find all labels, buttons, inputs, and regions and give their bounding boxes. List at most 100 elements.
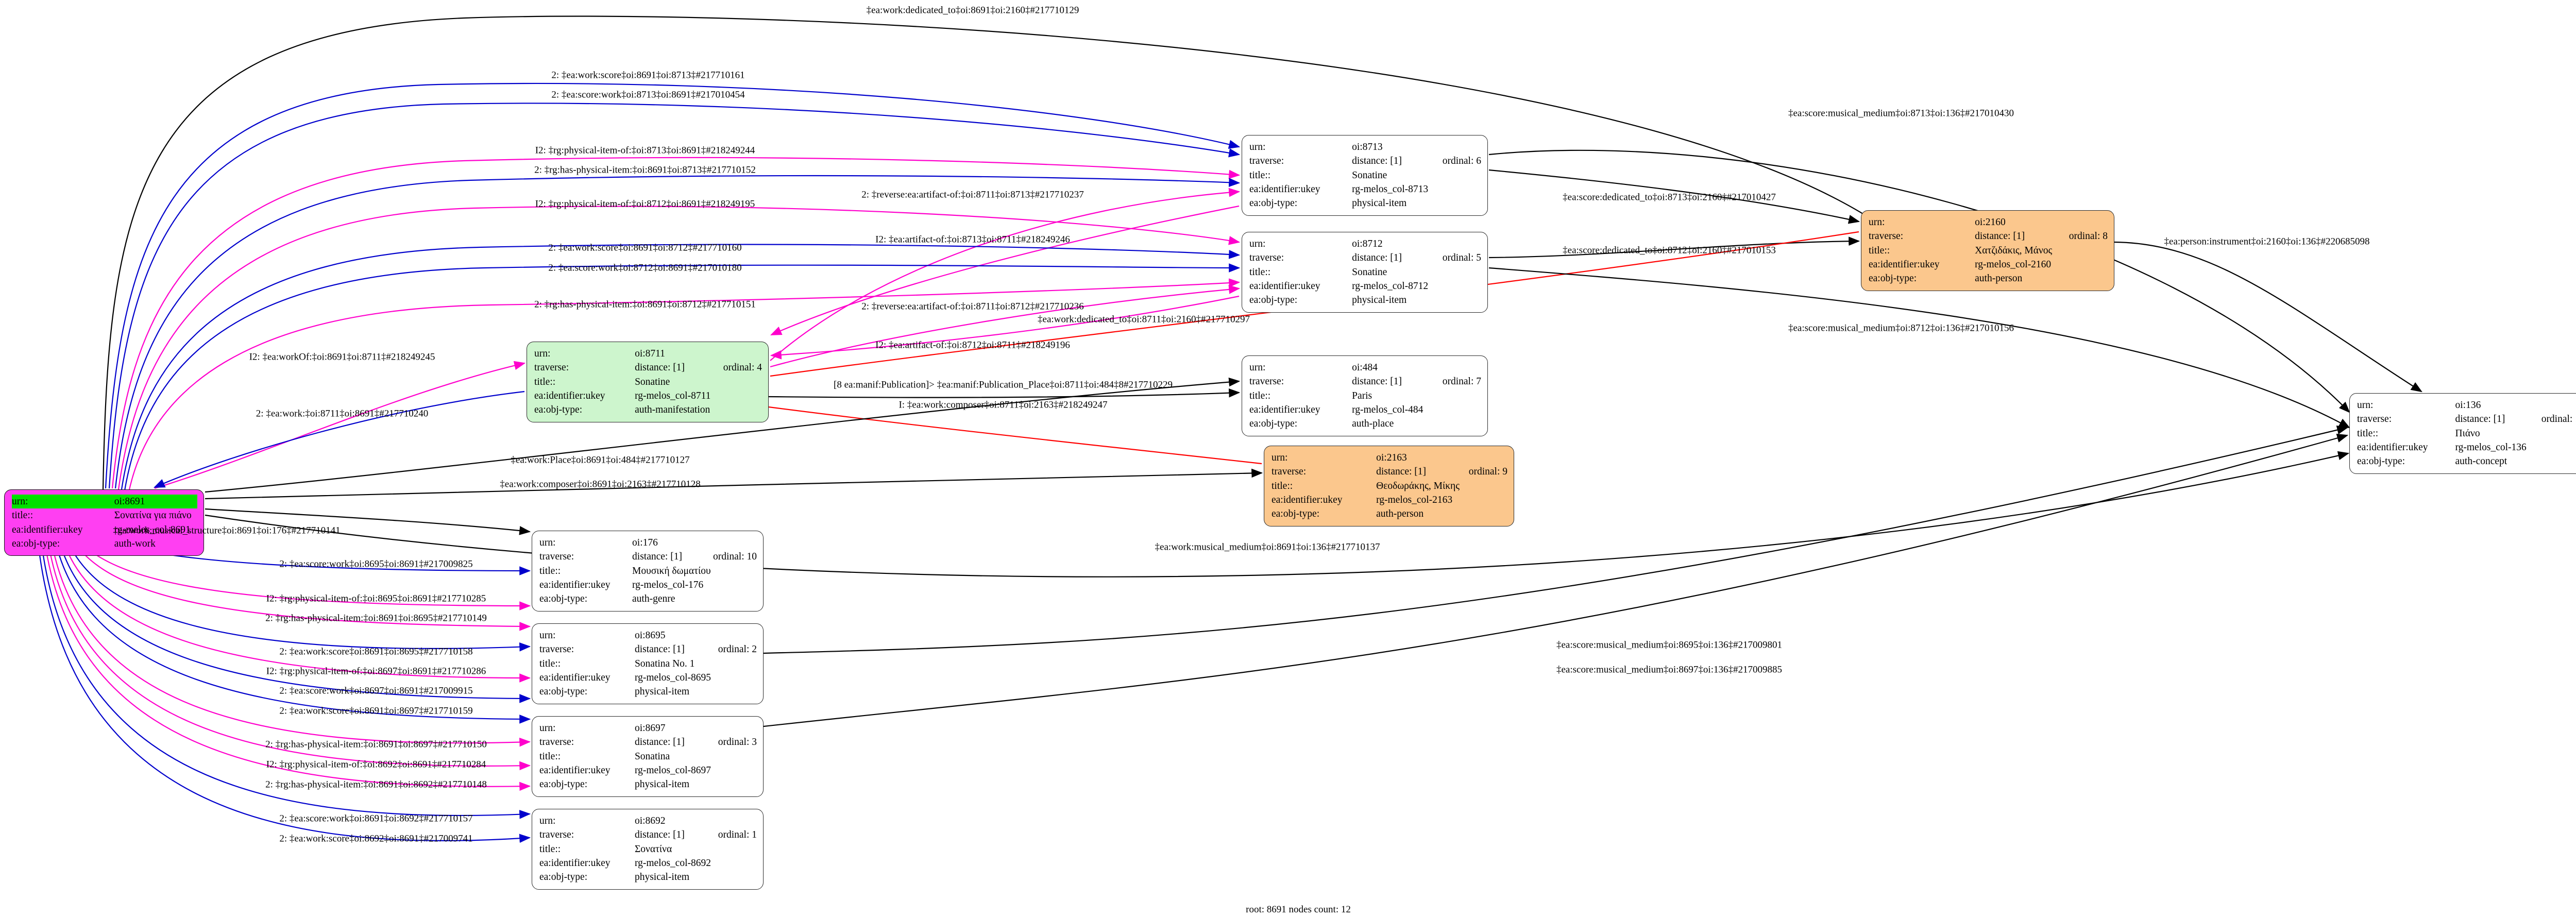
node-field-ukey: ea:identifier:ukey rg-melos_col-8711 [534, 389, 762, 403]
node-field-label-ukey: ea:identifier:ukey [1272, 495, 1343, 506]
graph-node-oi-136[interactable]: urn: oi:136 traverse: distance: [1] ordinal:… [2349, 393, 2576, 474]
node-field-title: title:: Πιάνο [2357, 427, 2576, 440]
node-field-ukey: ea:identifier:ukey rg-melos_col-2160 [1869, 258, 2108, 271]
node-field-label-traverse: traverse: [1249, 252, 1284, 264]
node-field-label-ukey: ea:identifier:ukey [2357, 442, 2428, 453]
node-field-value-title: Sonatina [634, 751, 670, 762]
node-field-spacer [701, 629, 757, 642]
node-field-traverse: traverse: distance: [1] ordinal: 4 [534, 361, 762, 375]
graph-node-oi-8713[interactable]: urn: oi:8713 traverse: distance: [1] ordinal… [1242, 135, 1488, 216]
node-field-value-title: Sonatine [635, 376, 670, 387]
graph-node-oi-176[interactable]: urn: oi:176 traverse: distance: [1] ordinal:… [532, 531, 764, 612]
node-field-value-distance: distance: [1] [632, 551, 682, 563]
edge-label-e03: 2: ‡ea:score:work‡oi:8713‡oi:8691‡#21701… [551, 89, 745, 100]
edge-label-e35: 2: ‡ea:work:score‡oi:8691‡oi:8697‡#21771… [279, 705, 473, 717]
node-field-urn: urn: oi:8711 [534, 347, 762, 361]
node-field-urn: urn: oi:8712 [1249, 237, 1481, 251]
graph-footer: root: 8691 nodes count: 12 [1246, 904, 1351, 915]
graph-node-oi-8691[interactable]: urn: oi:8691 title:: Σονατίνα για πιάνο ea:i… [4, 489, 204, 556]
node-field-label-title: title:: [1249, 266, 1271, 278]
node-field-label-objtype: ea:obj-type: [12, 538, 60, 550]
node-field-label-title: title:: [1869, 245, 1890, 256]
edge-label-e39: 2: ‡ea:score:work‡oi:8691‡oi:8692‡#21771… [279, 813, 473, 824]
edge-label-e20: I2: ‡ea:artifact-of:‡oi:8712‡oi:8711‡#21… [875, 339, 1070, 351]
node-field-urn: urn: oi:176 [539, 536, 757, 550]
edge-label-e32: I2: ‡rg:physical-item-of:‡oi:8697‡oi:869… [266, 666, 486, 677]
edge-label-e24: ‡ea:work:Place‡oi:8691‡oi:484‡#217710127 [511, 454, 690, 466]
node-field-label-traverse: traverse: [1869, 231, 1904, 242]
graph-node-oi-8697[interactable]: urn: oi:8697 traverse: distance: [1] ordinal… [532, 716, 764, 797]
node-field-label-ukey: ea:identifier:ukey [539, 765, 611, 776]
graph-node-oi-2163[interactable]: urn: oi:2163 traverse: distance: [1] ordinal… [1264, 446, 1514, 527]
node-field-label-traverse: traverse: [1249, 376, 1284, 387]
node-field-ukey: ea:identifier:ukey rg-melos_col-8695 [539, 671, 757, 685]
node-field-label-objtype: ea:obj-type: [1249, 418, 1298, 430]
node-field-value-distance: distance: [1] [1376, 466, 1427, 478]
graph-node-oi-8695[interactable]: urn: oi:8695 traverse: distance: [1] ordinal… [532, 623, 764, 704]
graph-node-oi-8692[interactable]: urn: oi:8692 traverse: distance: [1] ordinal… [532, 809, 764, 890]
node-field-value-ordinal: ordinal: 11 [2541, 414, 2576, 425]
node-field-label-urn: urn: [539, 537, 556, 548]
graph-node-oi-8712[interactable]: urn: oi:8712 traverse: distance: [1] ordinal… [1242, 232, 1488, 313]
node-field-label-title: title:: [539, 843, 561, 855]
node-field-value-objtype: auth-person [1376, 508, 1424, 520]
node-field-value-title: Sonatine [1352, 169, 1387, 181]
edge-label-e37: I2: ‡rg:physical-item-of:‡oi:8692‡oi:869… [266, 759, 486, 770]
node-field-title: title:: Θεοδωράκης, Μίκης [1272, 479, 1507, 493]
node-field-value-objtype: auth-concept [2455, 456, 2507, 467]
node-field-value-ordinal: ordinal: 1 [718, 829, 757, 841]
node-field-ukey: ea:identifier:ukey rg-melos_col-2163 [1272, 493, 1507, 507]
node-field-label-urn: urn: [539, 630, 556, 641]
node-field-label-title: title:: [539, 751, 561, 762]
node-field-label-urn: urn: [12, 495, 114, 509]
node-field-label-objtype: ea:obj-type: [539, 593, 588, 605]
node-field-value-objtype: auth-manifestation [635, 404, 710, 416]
node-field-value-ukey: rg-melos_col-136 [2455, 442, 2527, 453]
node-fields-table: urn: oi:8691 title:: Σονατίνα για πιάνο ea:i… [12, 495, 197, 551]
node-field-label-title: title:: [12, 510, 33, 521]
node-field-ukey: ea:identifier:ukey rg-melos_col-8692 [539, 856, 757, 870]
edge-label-e25: ‡ea:work:composer‡oi:8691‡oi:2163‡#21771… [500, 479, 701, 490]
edge-label-e07: 2: ‡reverse:ea:artifact-of:‡oi:8711‡oi:8… [861, 189, 1084, 200]
node-field-ukey: ea:identifier:ukey rg-melos_col-8713 [1249, 182, 1481, 196]
node-field-value-urn: oi:8691 [114, 495, 197, 509]
node-field-urn: urn: oi:2160 [1869, 215, 2108, 229]
graph-node-oi-8711[interactable]: urn: oi:8711 traverse: distance: [1] ordinal… [527, 342, 769, 422]
graph-node-oi-2160[interactable]: urn: oi:2160 traverse: distance: [1] ordinal… [1861, 210, 2114, 291]
node-field-value-urn: oi:8713 [1352, 142, 1383, 152]
node-field-value-urn: oi:2163 [1376, 452, 1407, 463]
node-field-urn: urn: oi:484 [1249, 361, 1481, 375]
node-field-title: title:: Sonatine [1249, 265, 1481, 279]
node-field-value-objtype: auth-genre [632, 593, 675, 605]
node-field-label-traverse: traverse: [534, 362, 569, 373]
node-field-ukey: ea:identifier:ukey rg-melos_col-8712 [1249, 279, 1481, 293]
edge-label-e38: 2: ‡rg:has-physical-item:‡oi:8691‡oi:869… [265, 779, 487, 790]
node-field-objtype: ea:obj-type: auth-work [12, 537, 197, 551]
graph-node-oi-484[interactable]: urn: oi:484 traverse: distance: [1] ordinal:… [1242, 355, 1488, 436]
node-field-spacer [696, 536, 757, 550]
node-field-traverse: traverse: distance: [1] ordinal: 8 [1869, 229, 2108, 243]
node-field-objtype: ea:obj-type: physical-item [1249, 293, 1481, 307]
node-field-value-title: Sonatina No. 1 [634, 658, 695, 669]
node-field-label-title: title:: [1249, 390, 1271, 401]
node-field-value-distance: distance: [1] [635, 362, 685, 373]
node-field-label-urn: urn: [2357, 400, 2374, 411]
node-field-label-title: title:: [2357, 428, 2379, 439]
node-field-value-ordinal: ordinal: 9 [1468, 466, 1507, 478]
node-field-value-urn: oi:8692 [634, 816, 666, 826]
node-field-urn: urn: oi:8691 [12, 495, 197, 509]
edge-label-e30: 2: ‡ea:work:score‡oi:8691‡oi:8695‡#21771… [279, 646, 473, 657]
node-field-label-title: title:: [1272, 480, 1293, 491]
edge-label-e08: I2: ‡rg:physical-item-of:‡oi:8712‡oi:869… [535, 198, 755, 210]
node-field-label-ukey: ea:identifier:ukey [539, 672, 611, 684]
node-field-traverse: traverse: distance: [1] ordinal: 2 [539, 642, 757, 656]
node-field-urn: urn: oi:8692 [539, 814, 757, 828]
edge-label-e31: ‡ea:score:musical_medium‡oi:8695‡oi:136‡… [1556, 639, 1782, 651]
node-field-title: title:: Sonatine [1249, 168, 1481, 182]
edge-label-e12: ‡ea:score:dedicated_to‡oi:8712‡oi:2160‡#… [1563, 245, 1776, 256]
node-field-value-ukey: rg-melos_col-484 [1352, 404, 1423, 416]
node-field-label-traverse: traverse: [539, 737, 574, 748]
node-field-traverse: traverse: distance: [1] ordinal: 5 [1249, 251, 1481, 265]
node-field-value-objtype: physical-item [1352, 198, 1407, 209]
node-field-traverse: traverse: distance: [1] ordinal: 6 [1249, 154, 1481, 168]
